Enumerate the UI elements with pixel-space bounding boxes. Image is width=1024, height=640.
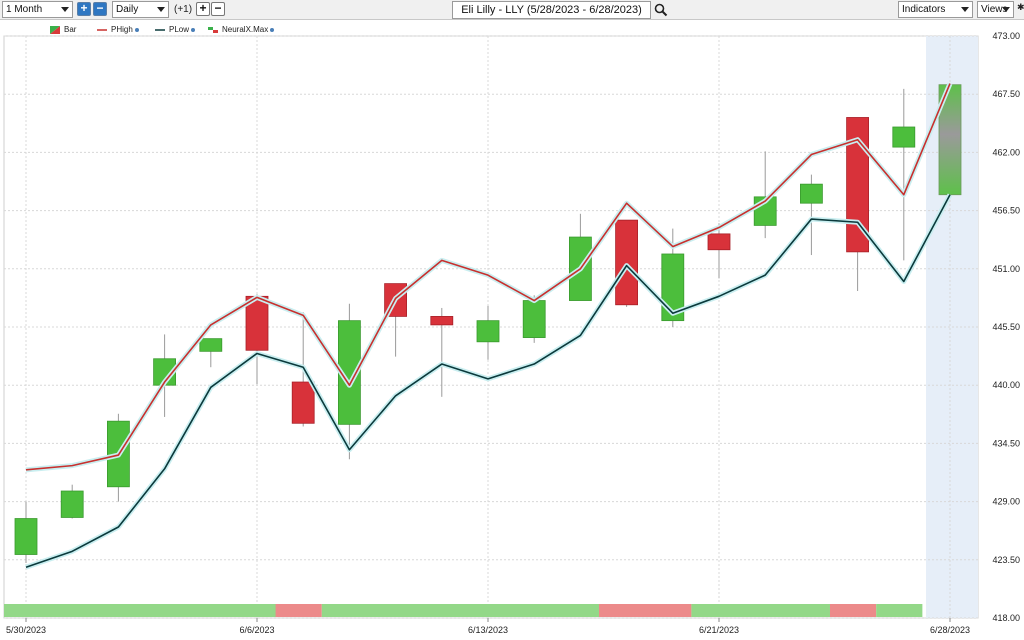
signal-band-up <box>691 604 830 617</box>
search-icon[interactable] <box>654 3 668 17</box>
signal-band-down <box>275 604 322 617</box>
offset-increase-button[interactable]: + <box>196 2 210 16</box>
interval-select-value: Daily <box>116 4 139 15</box>
signal-band-down <box>598 604 692 617</box>
phigh-line-swatch-icon <box>97 29 107 31</box>
legend-label: PHigh <box>111 25 139 34</box>
neuralx-swatch-icon <box>208 27 218 33</box>
bar-legend-swatch-icon <box>50 26 60 34</box>
candle[interactable] <box>892 126 916 148</box>
signal-band-up <box>4 604 299 617</box>
candle[interactable] <box>199 338 223 352</box>
interval-select[interactable]: Daily <box>112 1 169 18</box>
candle[interactable] <box>291 381 315 424</box>
settings-dot-icon <box>134 27 139 32</box>
candle[interactable] <box>522 300 546 338</box>
y-tick-label: 429.00 <box>992 497 1020 507</box>
range-select[interactable]: 1 Month <box>2 1 73 18</box>
y-tick-label: 445.50 <box>992 322 1020 332</box>
pin-icon[interactable]: ✱ <box>1017 2 1024 12</box>
y-tick-label: 473.00 <box>992 31 1020 41</box>
y-tick-label: 440.00 <box>992 380 1020 390</box>
indicators-select[interactable]: Indicators <box>898 1 973 18</box>
legend-label: PLow <box>169 25 196 34</box>
symbol-title-field[interactable]: Eli Lilly - LLY (5/28/2023 - 6/28/2023) <box>452 1 651 19</box>
x-tick-label: 6/28/2023 <box>930 625 970 635</box>
plow-line <box>25 194 951 568</box>
candle[interactable] <box>615 219 638 306</box>
chevron-down-icon <box>961 7 969 12</box>
candle[interactable] <box>707 233 731 251</box>
chevron-down-icon <box>1002 7 1010 12</box>
settings-dot-icon <box>191 27 196 32</box>
y-tick-label: 462.00 <box>992 147 1020 157</box>
legend-label: Bar <box>64 25 77 34</box>
y-tick-label: 467.50 <box>992 89 1020 99</box>
range-select-value: 1 Month <box>6 4 43 15</box>
candle[interactable] <box>800 183 823 204</box>
indicators-select-value: Indicators <box>902 4 946 15</box>
candle[interactable] <box>846 117 869 253</box>
settings-dot-icon <box>270 27 275 32</box>
offset-decrease-button[interactable]: − <box>211 2 225 16</box>
views-select[interactable]: Views <box>977 1 1014 18</box>
offset-label: (+1) <box>174 4 193 15</box>
chevron-down-icon <box>61 7 69 12</box>
candle[interactable] <box>476 320 500 343</box>
price-chart[interactable]: 418.00 423.50 429.00 434.50 440.00 445.50 451.… <box>0 20 1024 640</box>
signal-band-down <box>829 604 877 617</box>
candle[interactable] <box>60 490 84 518</box>
candle[interactable] <box>430 316 454 326</box>
signal-band-up <box>876 604 923 617</box>
x-tick-label: 5/30/2023 <box>6 625 46 635</box>
y-tick-label: 456.50 <box>992 206 1020 216</box>
signal-band-up <box>321 604 599 617</box>
range-decrease-button[interactable]: − <box>93 2 107 16</box>
toolbar: 1 Month + − Daily (+1) + − Eli Lilly - L… <box>0 0 1024 20</box>
plow-line-swatch-icon <box>155 29 165 31</box>
x-tick-label: 6/6/2023 <box>239 625 274 635</box>
y-tick-label: 423.50 <box>992 555 1020 565</box>
y-tick-label: 434.50 <box>992 438 1020 448</box>
views-select-value: Views <box>981 4 1008 15</box>
range-increase-button[interactable]: + <box>77 2 91 16</box>
candle[interactable] <box>14 518 38 555</box>
y-tick-label: 418.00 <box>992 613 1020 623</box>
x-tick-label: 6/13/2023 <box>468 625 508 635</box>
chevron-down-icon <box>157 7 165 12</box>
candle[interactable] <box>661 253 685 322</box>
x-tick-label: 6/21/2023 <box>699 625 739 635</box>
legend-label: NeuralX.Max <box>222 25 275 34</box>
phigh-line <box>25 83 951 471</box>
y-tick-label: 451.00 <box>992 264 1020 274</box>
